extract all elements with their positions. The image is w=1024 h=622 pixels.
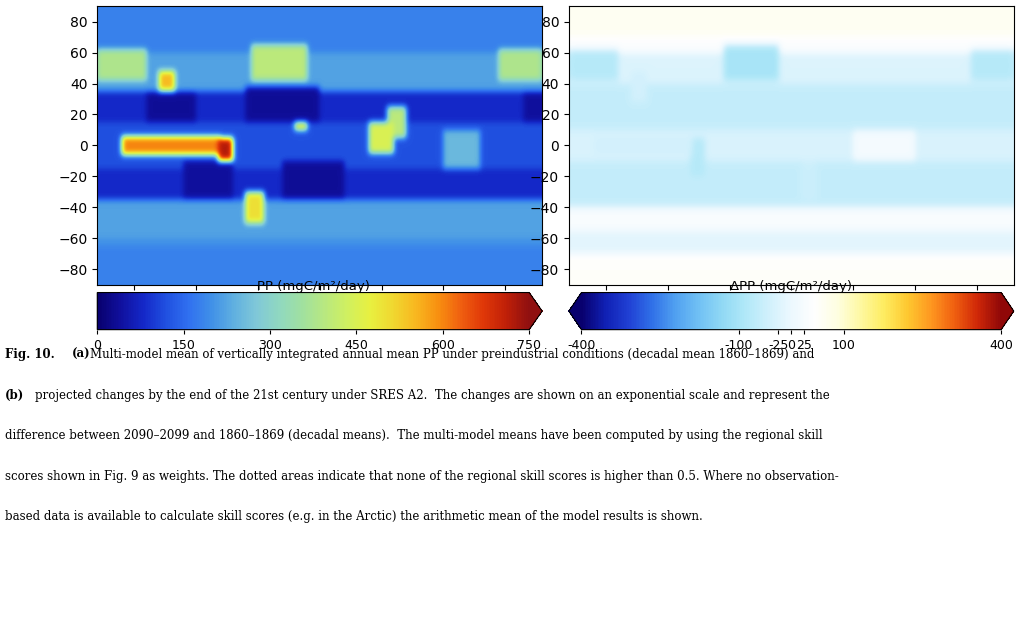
Text: (a): (a): [72, 348, 90, 361]
PathPatch shape: [529, 292, 542, 330]
Title: ΔPP (mgC/m²/day): ΔPP (mgC/m²/day): [730, 279, 852, 292]
Title: PP (mgC/m²/day): PP (mgC/m²/day): [257, 279, 370, 292]
Text: projected changes by the end of the 21st century under SRES A2.  The changes are: projected changes by the end of the 21st…: [35, 389, 829, 402]
Text: Multi-model mean of vertically integrated annual mean PP under preindustrial con: Multi-model mean of vertically integrate…: [90, 348, 814, 361]
Text: (b): (b): [5, 389, 25, 402]
Text: difference between 2090–2099 and 1860–1869 (decadal means).  The multi-model mea: difference between 2090–2099 and 1860–18…: [5, 429, 822, 442]
Text: based data is available to calculate skill scores (e.g. in the Arctic) the arith: based data is available to calculate ski…: [5, 510, 702, 523]
Text: Fig. 10.: Fig. 10.: [5, 348, 55, 361]
PathPatch shape: [1001, 292, 1014, 330]
Text: scores shown in Fig. 9 as weights. The dotted areas indicate that none of the re: scores shown in Fig. 9 as weights. The d…: [5, 470, 839, 483]
PathPatch shape: [569, 292, 582, 330]
